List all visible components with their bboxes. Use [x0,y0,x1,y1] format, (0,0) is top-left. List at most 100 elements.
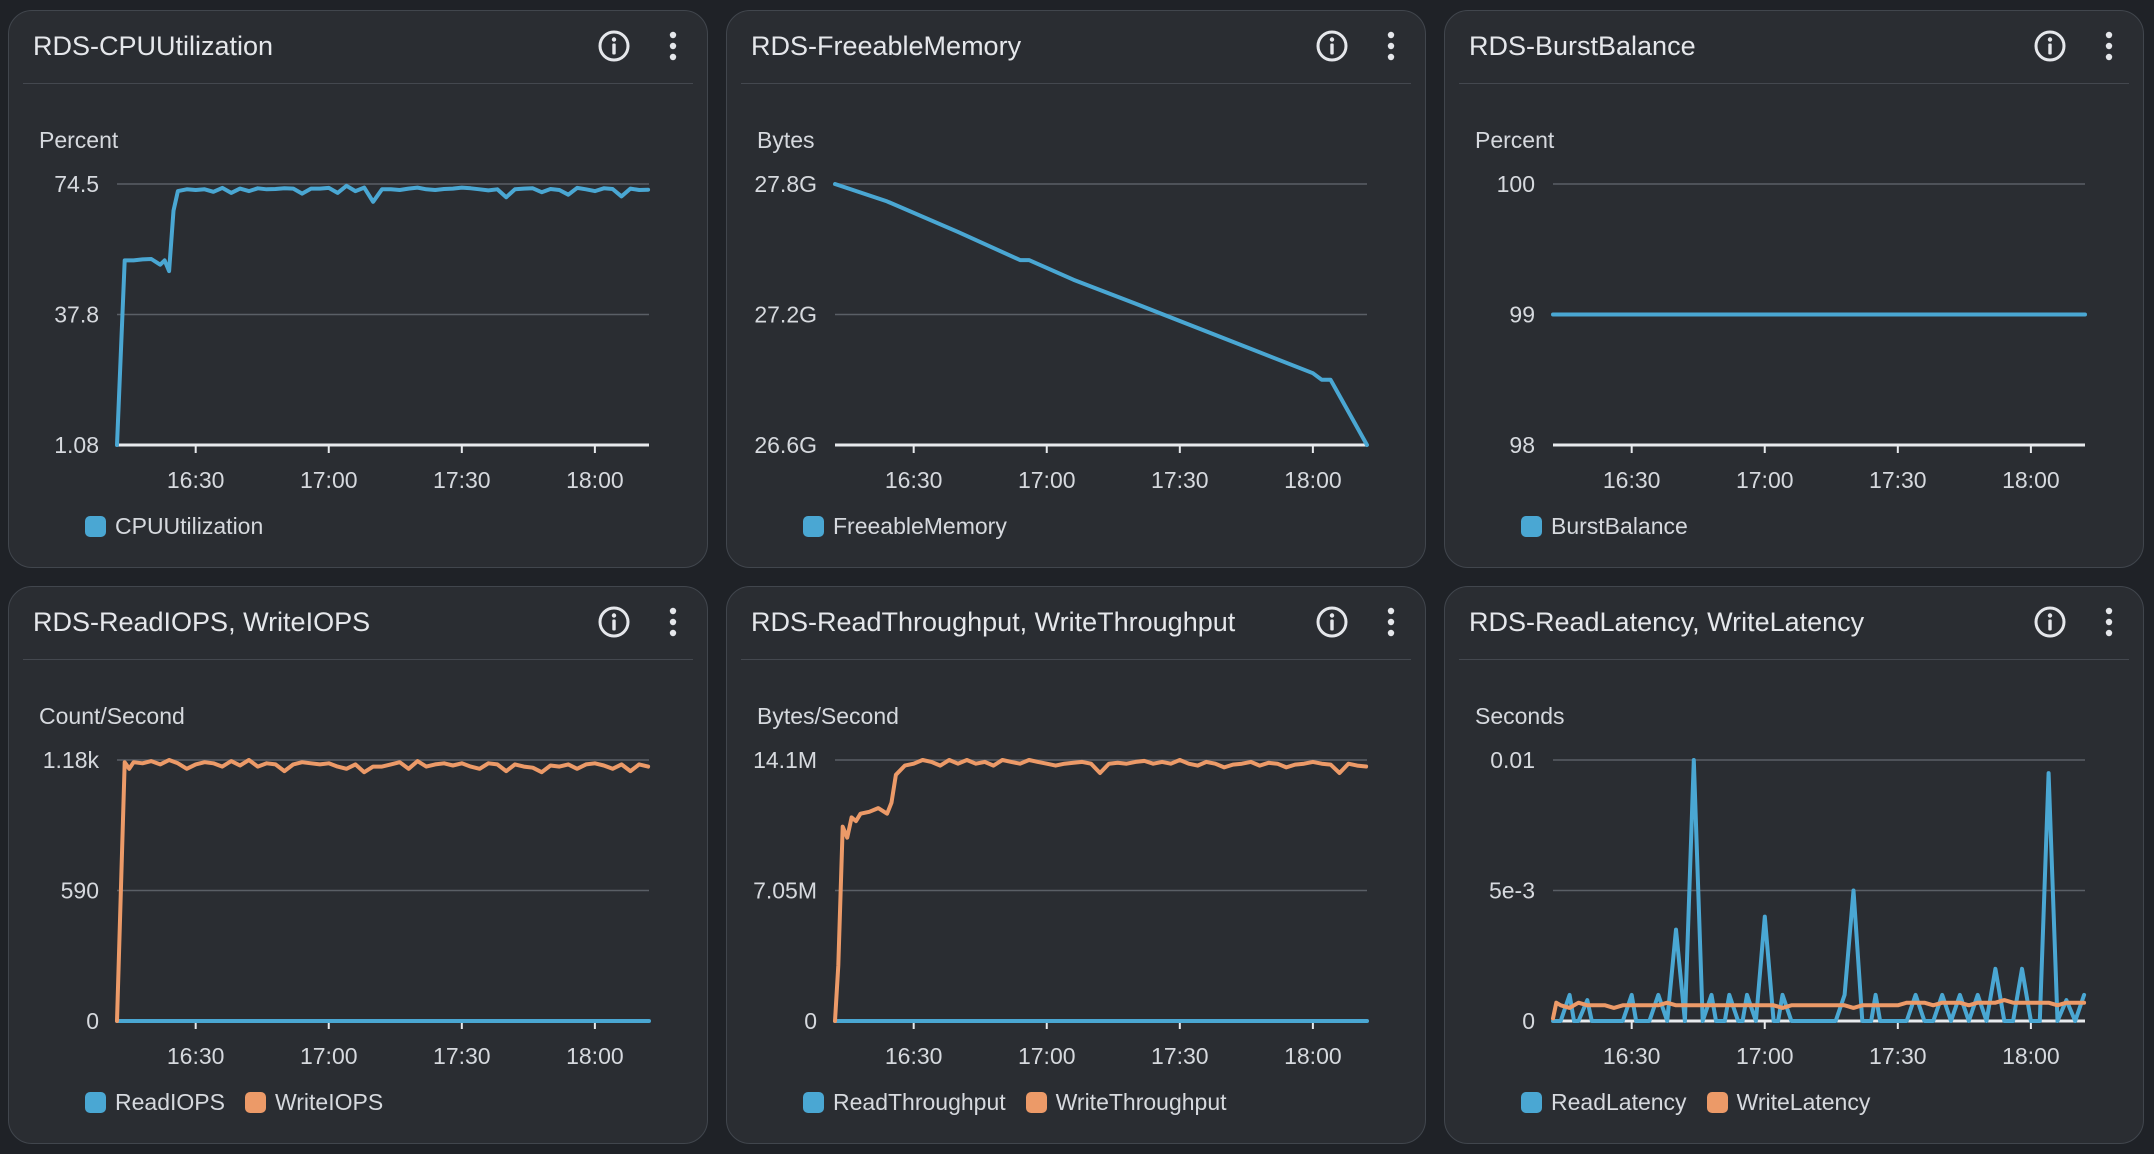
widget-rds-readiops-writeiops[interactable]: RDS-ReadIOPS, WriteIOPS Count/Second 1.18… [8,586,708,1144]
widget-title: RDS-ReadLatency, WriteLatency [1469,607,1865,637]
line-chart[interactable]: 1.18k 590 0 16:30 17:00 17:30 18:00 [9,587,709,1087]
legend-item-burstbalance[interactable]: BurstBalance [1521,513,1688,540]
widget-rds-readlatency-writelatency[interactable]: RDS-ReadLatency, WriteLatency Seconds 0.0… [1444,586,2144,1144]
y-tick-label: 0 [86,1008,99,1034]
y-tick-label: 590 [61,878,99,904]
widget-title: RDS-FreeableMemory [751,31,1022,61]
chart-legend: ReadThroughput WriteThroughput [803,1089,1227,1116]
widget-title: RDS-CPUUtilization [33,31,274,61]
legend-swatch [244,1092,266,1113]
x-tick-label: 17:00 [1018,467,1076,493]
x-tick-label: 18:00 [2002,1043,2060,1069]
info-circle-icon[interactable] [2033,29,2067,63]
x-tick-label: 18:00 [1284,1043,1342,1069]
y-tick-label: 1.18k [43,747,100,773]
y-tick-label: 7.05M [753,878,817,904]
series-line-writelatency[interactable] [1551,998,2087,1021]
legend-item-readiops[interactable]: ReadIOPS [85,1089,225,1116]
legend-item-writeiops[interactable]: WriteIOPS [244,1089,384,1116]
legend-item-freeablememory[interactable]: FreeableMemory [803,513,1007,540]
y-tick-label: 74.5 [54,171,99,197]
more-vertical-icon[interactable] [663,603,683,641]
line-chart[interactable]: 14.1M 7.05M 0 16:30 17:00 17:30 18:00 [727,587,1427,1087]
chart-legend: FreeableMemory [803,513,1007,540]
legend-swatch [1521,516,1542,537]
legend-swatch [803,1092,824,1113]
y-tick-label: 99 [1509,302,1535,328]
widget-rds-burstbalance[interactable]: RDS-BurstBalance Percent 100 99 98 16:30 17:0… [1444,10,2144,568]
x-tick-label: 17:00 [1018,1043,1076,1069]
legend-label: WriteIOPS [274,1089,384,1115]
info-circle-icon[interactable] [597,605,631,639]
y-tick-label: 0.01 [1490,747,1535,773]
legend-swatch [1706,1092,1728,1113]
widget-title: RDS-BurstBalance [1469,31,1696,61]
widget-title: RDS-ReadThroughput, WriteThroughput [751,607,1236,637]
legend-swatch [1025,1092,1047,1113]
chart-legend: BurstBalance [1521,513,1688,540]
x-tick-label: 16:30 [1603,1043,1661,1069]
widget-header: RDS-CPUUtilization [23,11,693,84]
legend-item-writethroughput[interactable]: WriteThroughput [1025,1089,1227,1116]
y-axis-unit-label: Bytes [757,127,815,153]
more-vertical-icon[interactable] [663,27,683,65]
series-line-cpuutilization[interactable] [115,183,651,447]
y-tick-label: 27.8G [754,171,817,197]
legend-label: BurstBalance [1551,513,1688,539]
x-tick-label: 17:00 [300,1043,358,1069]
info-circle-icon[interactable] [1315,605,1349,639]
y-tick-label: 5e-3 [1489,878,1535,904]
x-tick-label: 17:30 [1151,467,1209,493]
y-axis-unit-label: Percent [39,127,119,153]
x-tick-label: 17:00 [1736,1043,1794,1069]
widget-rds-readthroughput-writethroughput[interactable]: RDS-ReadThroughput, WriteThroughput Byte… [726,586,1426,1144]
widget-header: RDS-BurstBalance [1459,11,2129,84]
widget-title: RDS-ReadIOPS, WriteIOPS [33,607,371,637]
line-chart[interactable]: 27.8G 27.2G 26.6G 16:30 17:00 17:30 18:00 [727,11,1427,511]
more-vertical-icon[interactable] [2099,27,2119,65]
legend-swatch [85,516,106,537]
y-axis-unit-label: Seconds [1475,703,1565,729]
widget-rds-cpuutilization[interactable]: RDS-CPUUtilization Percent 74.5 37.8 1.08 16… [8,10,708,568]
y-tick-label: 27.2G [754,302,817,328]
x-tick-label: 16:30 [885,1043,943,1069]
x-tick-label: 16:30 [167,1043,225,1069]
legend-item-writelatency[interactable]: WriteLatency [1706,1089,1871,1116]
info-circle-icon[interactable] [2033,605,2067,639]
more-vertical-icon[interactable] [2099,603,2119,641]
legend-swatch [803,516,824,537]
legend-label: CPUUtilization [115,513,264,539]
series-line-readlatency[interactable] [1551,758,2087,1023]
x-tick-label: 18:00 [2002,467,2060,493]
line-chart[interactable]: 100 99 98 16:30 17:00 17:30 18:00 [1445,11,2145,511]
widget-rds-freeablememory[interactable]: RDS-FreeableMemory Bytes 27.8G 27.2G 26.6G 1… [726,10,1426,568]
legend-item-cpuutilization[interactable]: CPUUtilization [85,513,263,540]
widget-header: RDS-FreeableMemory [741,11,1411,84]
series-line-writeiops[interactable] [115,758,651,1023]
x-tick-label: 17:30 [1869,1043,1927,1069]
chart-legend: CPUUtilization [85,513,263,540]
legend-label: WriteLatency [1736,1089,1871,1115]
line-chart[interactable]: 0.01 5e-3 0 16:30 17:00 17:30 18:00 [1445,587,2145,1087]
more-vertical-icon[interactable] [1381,27,1401,65]
x-tick-label: 17:30 [433,467,491,493]
legend-label: FreeableMemory [833,513,1007,539]
chart-legend: ReadLatency WriteLatency [1521,1089,1870,1116]
series-line-freeablememory[interactable] [833,182,1369,447]
y-tick-label: 14.1M [753,747,817,773]
legend-label: ReadLatency [1551,1089,1687,1115]
y-axis-unit-label: Bytes/Second [757,703,899,729]
legend-item-readthroughput[interactable]: ReadThroughput [803,1089,1006,1116]
legend-label: WriteThroughput [1055,1089,1227,1115]
info-circle-icon[interactable] [1315,29,1349,63]
y-axis-unit-label: Count/Second [39,703,185,729]
series-line-writethroughput[interactable] [833,758,1369,1023]
info-circle-icon[interactable] [597,29,631,63]
x-tick-label: 18:00 [566,1043,624,1069]
more-vertical-icon[interactable] [1381,603,1401,641]
y-tick-label: 37.8 [54,302,99,328]
x-tick-label: 17:00 [1736,467,1794,493]
legend-item-readlatency[interactable]: ReadLatency [1521,1089,1687,1116]
line-chart[interactable]: 74.5 37.8 1.08 16:30 17:00 17:30 18:00 [9,11,709,511]
